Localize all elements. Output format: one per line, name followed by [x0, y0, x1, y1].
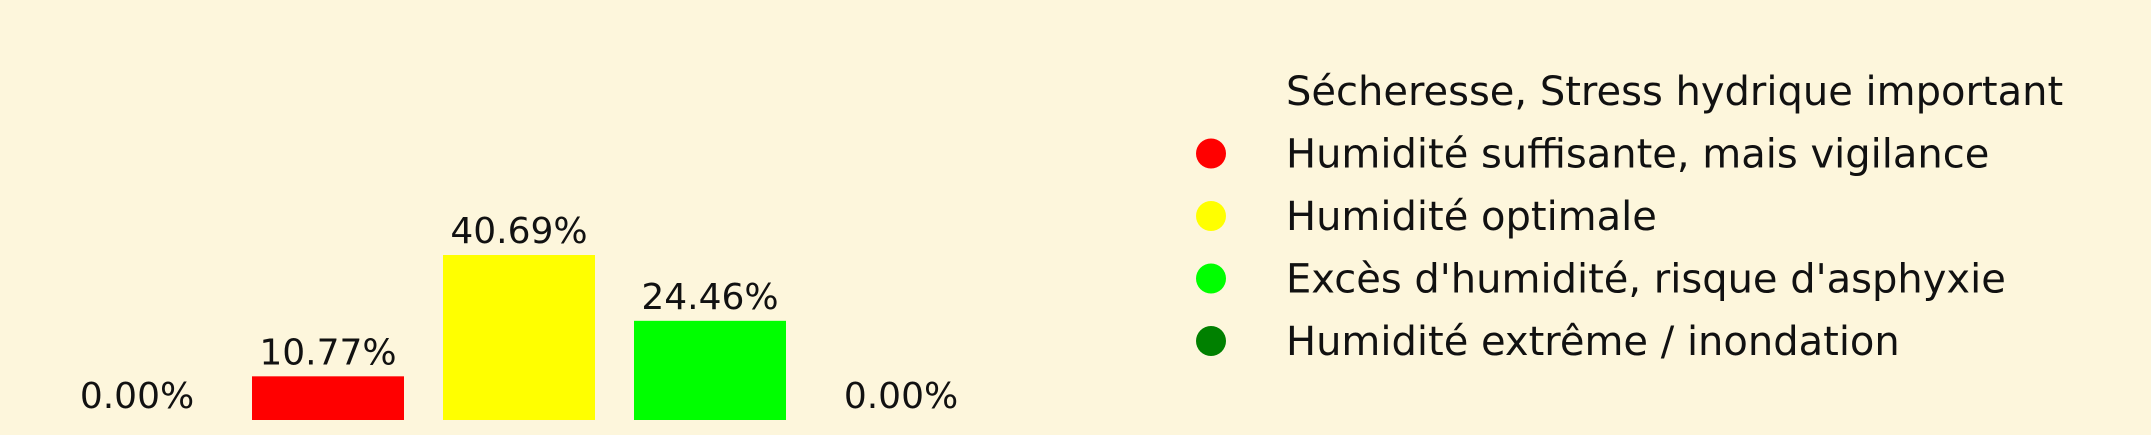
bar-value-label-1: 0.00% — [80, 376, 194, 417]
legend-marker-3 — [1196, 201, 1226, 231]
legend-marker-2 — [1196, 138, 1226, 169]
legend-marker-4 — [1196, 263, 1226, 294]
legend-label-5: Humidité extrême / inondation — [1286, 319, 1900, 365]
bar-value-label-4: 24.46% — [641, 277, 778, 318]
bar-2 — [252, 376, 404, 420]
legend-label-3: Humidité optimale — [1286, 194, 1657, 240]
bar-value-label-5: 0.00% — [844, 376, 958, 417]
legend-label-4: Excès d'humidité, risque d'asphyxie — [1286, 257, 2006, 303]
legend-label-1: Sécheresse, Stress hydrique important — [1286, 69, 2063, 115]
bar-value-label-2: 10.77% — [259, 332, 396, 373]
legend-label-2: Humidité suffisante, mais vigilance — [1286, 132, 1989, 178]
bar-labels-group: 0.00% 10.77% 40.69% 24.46% 0.00% — [80, 211, 958, 417]
bars-group — [252, 255, 786, 420]
legend-marker-1 — [1196, 76, 1226, 106]
bar-3 — [443, 255, 595, 420]
bar-value-label-3: 40.69% — [450, 211, 587, 252]
legend-marker-5 — [1196, 326, 1226, 356]
bar-4 — [634, 320, 786, 420]
legend: Sécheresse, Stress hydrique important Hum… — [1196, 69, 2063, 365]
